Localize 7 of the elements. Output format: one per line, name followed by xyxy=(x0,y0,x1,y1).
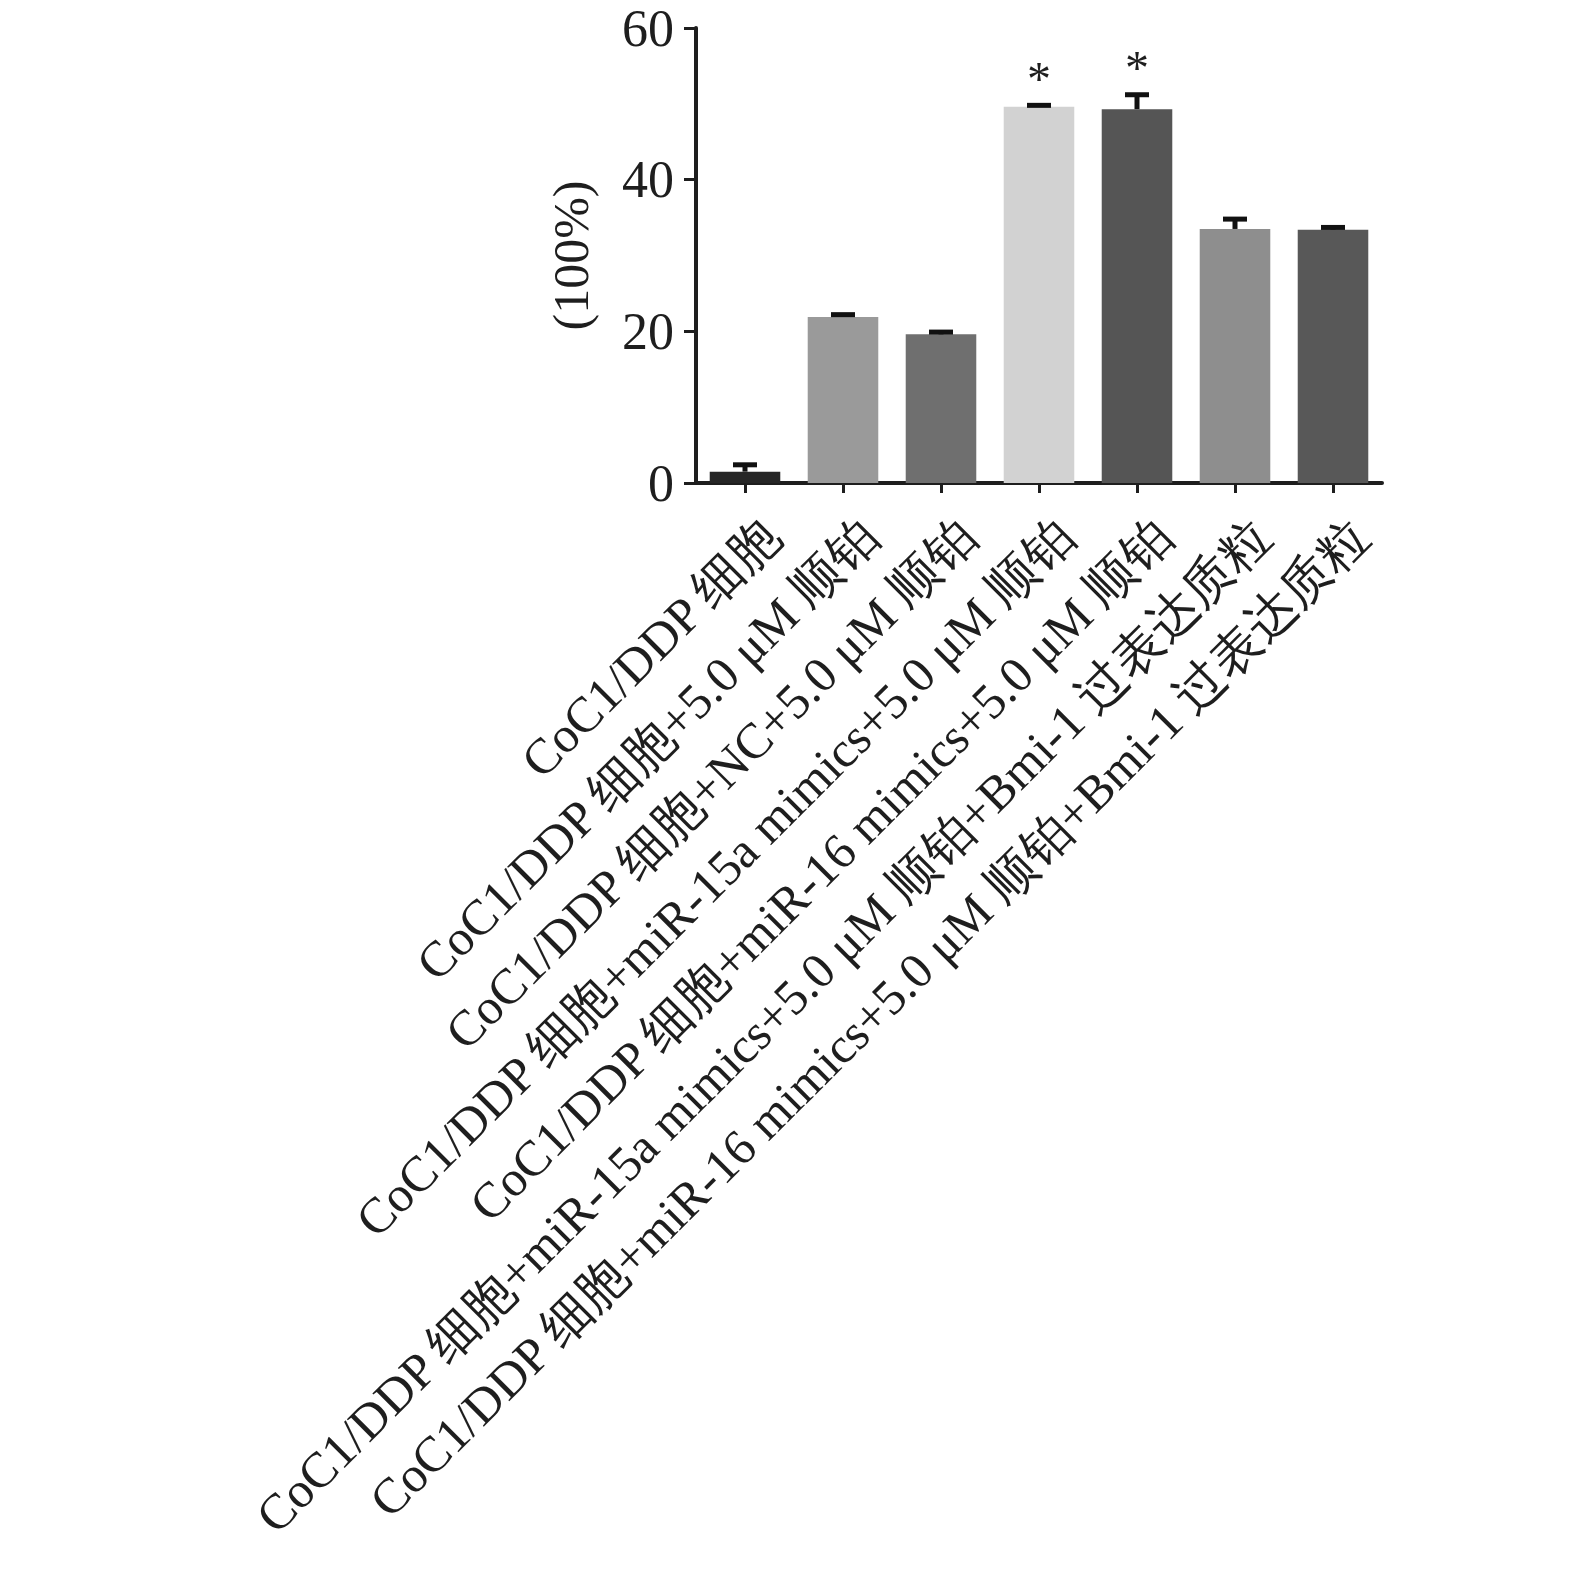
y-tick-label: 40 xyxy=(622,151,674,209)
y-tick-label: 60 xyxy=(622,0,674,57)
y-tick-label: 0 xyxy=(648,454,674,512)
y-axis-title: (100%) xyxy=(543,180,599,331)
y-tick-label: 20 xyxy=(622,302,674,360)
annotation: * xyxy=(1027,51,1051,105)
annotation: * xyxy=(1125,41,1149,95)
